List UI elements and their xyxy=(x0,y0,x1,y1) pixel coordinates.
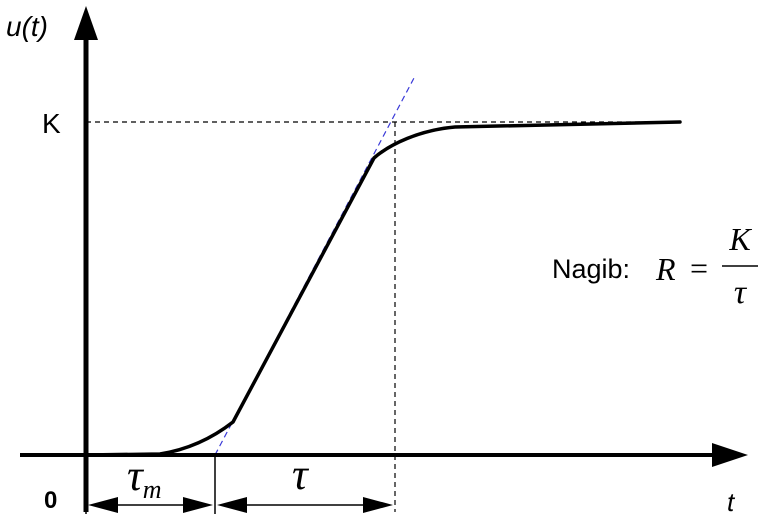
time-constant-arrow xyxy=(217,497,393,513)
dead-time-symbol: τ xyxy=(127,451,145,500)
origin-label: 0 xyxy=(44,487,57,514)
formula-lhs: R xyxy=(655,251,676,287)
formula-numerator: K xyxy=(728,221,752,257)
formula-equals: = xyxy=(690,250,708,286)
k-axis-label: K xyxy=(42,108,61,139)
x-axis-arrowhead xyxy=(712,443,748,467)
dead-time-label: τm xyxy=(127,451,162,504)
dead-time-arrow xyxy=(88,497,213,513)
y-axis-arrowhead xyxy=(74,6,98,40)
formula-prefix: Nagib: xyxy=(552,254,630,284)
slope-formula: Nagib: R = K τ xyxy=(552,221,758,311)
dead-time-subscript: m xyxy=(143,475,162,504)
formula-denominator: τ xyxy=(734,274,748,311)
time-constant-label: τ xyxy=(292,450,310,499)
x-axis-label: t xyxy=(727,487,736,517)
step-response-curve xyxy=(84,120,682,457)
y-axis-label: u(t) xyxy=(6,11,48,42)
